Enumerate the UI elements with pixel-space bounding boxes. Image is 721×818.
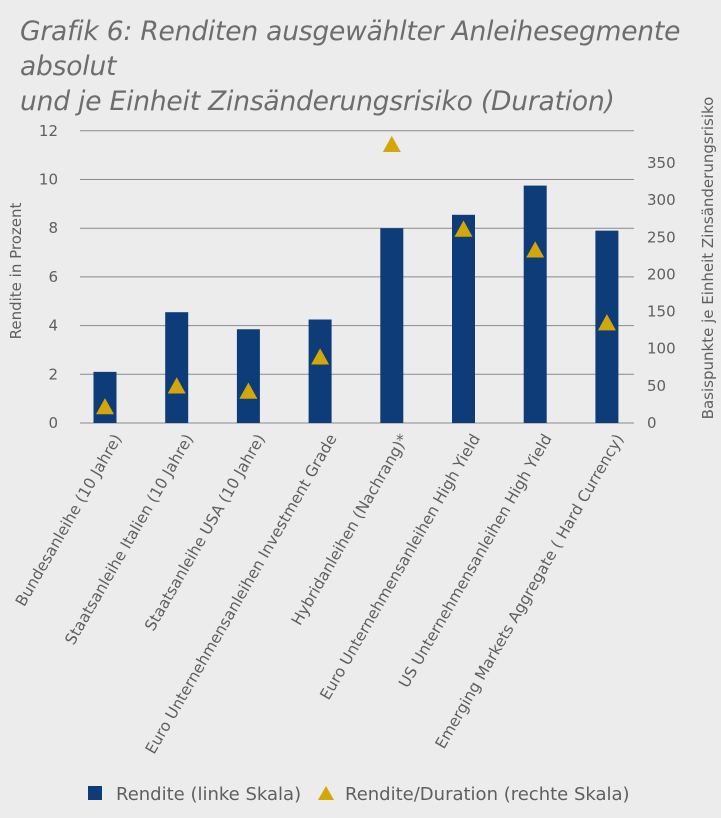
bar <box>452 214 475 423</box>
right-tick-label: 0 <box>647 414 657 432</box>
left-axis-label: Rendite in Prozent <box>7 202 25 339</box>
chart-title: Grafik 6: Renditen ausgewählter Anleihes… <box>20 14 710 119</box>
triangle-marker <box>526 241 545 258</box>
category-label: US Unternehmensanleihen High Yield <box>395 431 555 691</box>
triangle-marker <box>597 314 616 331</box>
category-label: Hybridanleihen (Nachrang)* <box>288 431 413 629</box>
right-tick-label: 250 <box>647 228 676 246</box>
bar <box>165 312 189 423</box>
legend-triangle-swatch <box>318 786 334 800</box>
left-tick-label: 0 <box>48 414 58 432</box>
triangle-series <box>96 135 616 415</box>
bar <box>380 228 404 423</box>
right-axis-label: Basispunkte je Einheit Zinsänderungsrisi… <box>699 97 717 420</box>
left-tick-label: 10 <box>39 171 58 189</box>
category-labels: Bundesanleihe (10 Jahre)Staatsanleihe It… <box>12 431 627 757</box>
chart-title-line-1: Grafik 6: Renditen ausgewählter Anleihes… <box>20 16 681 82</box>
right-tick-label: 300 <box>647 191 676 209</box>
gridlines <box>80 130 634 424</box>
left-tick-label: 12 <box>39 122 58 140</box>
legend-bar-label: Rendite (linke Skala) <box>116 784 301 805</box>
category-label: Staatsanleihe Italien (10 Jahre) <box>62 431 198 648</box>
left-tick-label: 4 <box>48 317 58 335</box>
triangle-marker <box>239 382 258 399</box>
bar <box>523 185 547 423</box>
left-tick-label: 8 <box>48 219 58 237</box>
bar <box>308 319 332 423</box>
category-label: Euro Unternehmensanleihen High Yield <box>317 431 484 703</box>
right-axis-ticks: 0 50 100 150 200 250 300 350 <box>647 154 676 432</box>
left-tick-label: 6 <box>48 268 58 286</box>
triangle-marker <box>382 135 401 153</box>
right-tick-label: 50 <box>647 377 666 395</box>
triangle-marker <box>96 398 114 415</box>
triangle-marker <box>311 348 330 365</box>
right-tick-label: 150 <box>647 303 676 321</box>
bar <box>93 371 117 423</box>
left-axis-ticks: 0 2 4 6 8 10 12 <box>39 122 58 432</box>
right-tick-label: 100 <box>647 340 676 358</box>
triangle-marker <box>454 220 473 237</box>
bar <box>236 329 260 423</box>
right-tick-label: 350 <box>647 154 676 172</box>
left-tick-label: 2 <box>48 365 58 383</box>
right-tick-label: 200 <box>647 265 676 283</box>
legend-triangle-label: Rendite/Duration (rechte Skala) <box>345 784 630 805</box>
category-label: Staatsanleihe USA (10 Jahre) <box>141 431 269 634</box>
legend: Rendite (linke Skala) Rendite/Duration (… <box>88 784 630 805</box>
chart-title-line-2: und je Einheit Zinsänderungsrisiko (Dura… <box>20 86 615 117</box>
triangle-marker <box>167 377 186 394</box>
legend-bar-swatch <box>88 786 102 800</box>
